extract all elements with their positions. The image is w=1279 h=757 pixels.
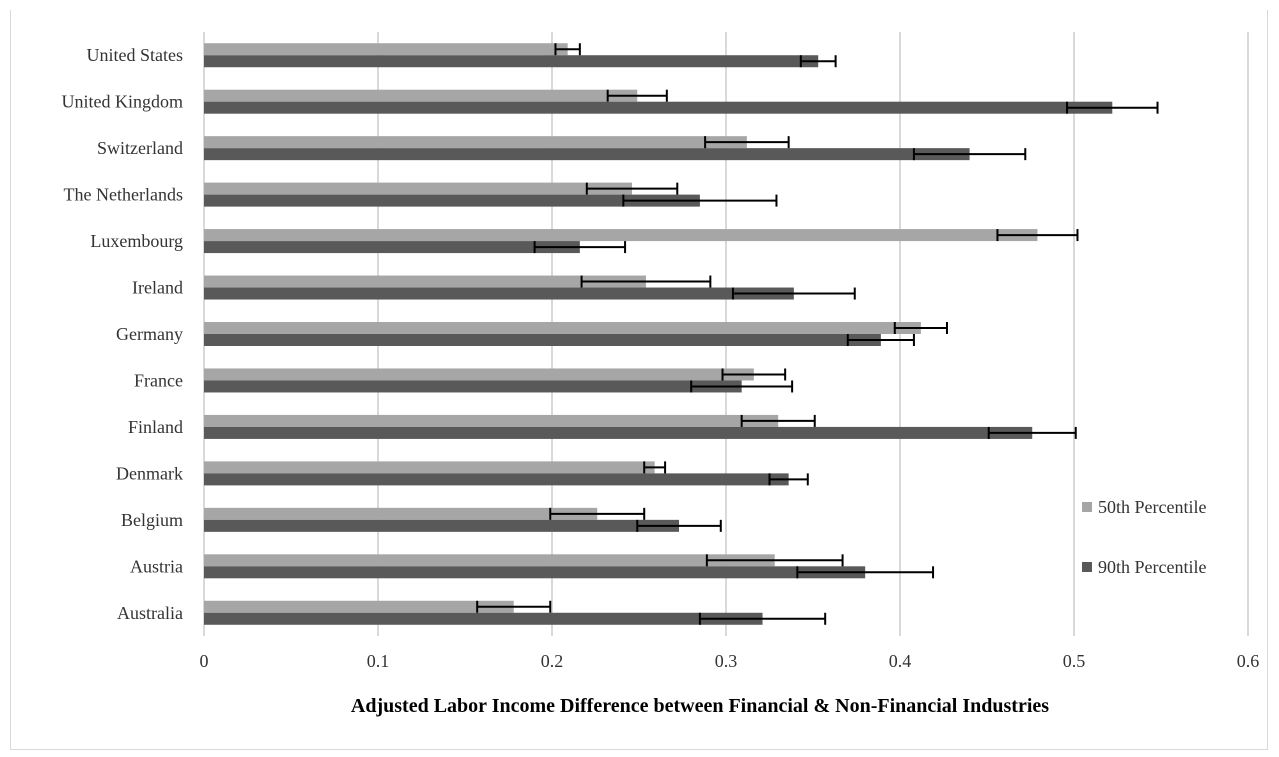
bar-90th <box>204 380 742 393</box>
x-axis-title: Adjusted Labor Income Difference between… <box>351 695 1049 717</box>
bar-90th <box>204 287 794 300</box>
category-label: United States <box>87 45 184 65</box>
bar-50th <box>204 182 633 195</box>
legend-swatch <box>1082 562 1092 572</box>
category-label: United Kingdom <box>62 92 184 112</box>
bar-90th <box>204 241 580 254</box>
category-label: The Netherlands <box>64 185 183 205</box>
bar-50th <box>204 275 646 288</box>
x-tick-labels: 0 0.1 0.2 0.3 0.4 0.5 0.6 <box>200 651 1260 671</box>
bar-90th <box>204 55 819 68</box>
category-labels: United States United Kingdom Switzerland Th… <box>62 45 184 623</box>
x-tick-label: 0.3 <box>715 651 738 671</box>
legend-label: 90th Percentile <box>1098 557 1206 577</box>
bar-90th <box>204 426 1033 439</box>
x-tick-label: 0 <box>200 651 209 671</box>
category-label: Luxembourg <box>90 231 183 251</box>
bar-90th <box>204 194 700 207</box>
x-tick-label: 0.5 <box>1063 651 1086 671</box>
category-label: Finland <box>128 417 183 437</box>
category-label: Belgium <box>121 510 183 530</box>
legend-swatch <box>1082 502 1092 512</box>
bar-50th <box>204 136 747 149</box>
bar-50th <box>204 461 655 474</box>
legend: 50th Percentile 90th Percentile <box>1082 497 1206 577</box>
category-label: Switzerland <box>97 138 183 158</box>
bar-50th <box>204 414 779 427</box>
chart-frame <box>10 10 1268 750</box>
category-label: Ireland <box>132 278 183 298</box>
category-label: Australia <box>117 603 183 623</box>
bar-90th <box>204 566 866 579</box>
bar-50th <box>204 600 514 613</box>
bar-50th <box>204 322 921 334</box>
bar-90th <box>204 101 1113 114</box>
bar-90th <box>204 519 680 532</box>
bar-90th <box>204 473 789 486</box>
legend-label: 50th Percentile <box>1098 497 1206 517</box>
x-tick-label: 0.6 <box>1237 651 1260 671</box>
bar-50th <box>204 507 598 520</box>
x-tick-label: 0.4 <box>889 651 912 671</box>
category-label: Austria <box>130 556 183 576</box>
bar-90th <box>204 612 763 625</box>
bar-50th <box>204 554 775 567</box>
category-label: France <box>134 370 183 390</box>
bar-50th <box>204 368 754 381</box>
bar-50th <box>204 89 638 102</box>
category-label: Germany <box>116 324 183 344</box>
bars <box>204 43 1113 625</box>
category-label: Denmark <box>116 463 183 483</box>
bar-50th <box>204 43 568 56</box>
bar-90th <box>204 148 970 161</box>
x-tick-label: 0.2 <box>541 651 564 671</box>
bar-50th <box>204 229 1038 242</box>
x-tick-label: 0.1 <box>367 651 390 671</box>
error-bars <box>476 43 1159 625</box>
bar-90th <box>204 334 881 346</box>
